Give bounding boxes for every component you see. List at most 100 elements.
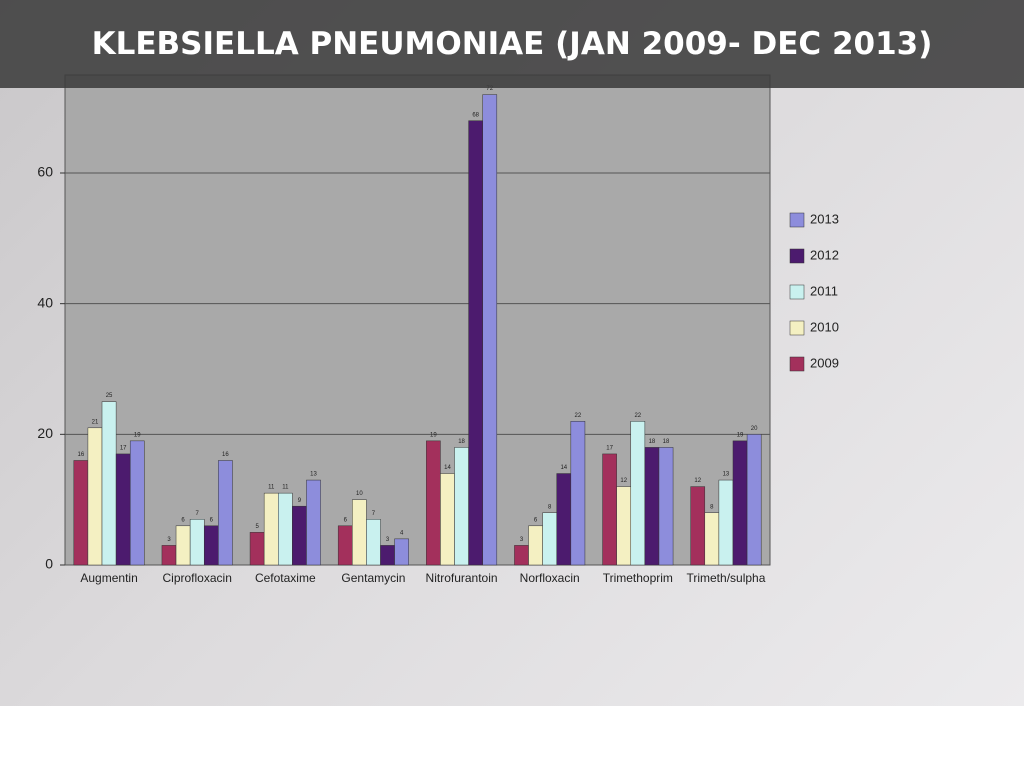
data-label: 18: [649, 439, 656, 445]
legend-label: 2013: [810, 211, 839, 226]
data-label: 6: [344, 517, 348, 523]
data-label: 5: [255, 524, 259, 530]
bar: [440, 473, 455, 566]
data-label: 17: [606, 446, 613, 452]
x-tick-label: Ciprofloxacin: [163, 571, 232, 585]
data-label: 3: [386, 537, 390, 543]
bar: [468, 120, 483, 566]
bar: [292, 505, 307, 566]
y-tick-label: 20: [37, 425, 53, 441]
bar: [482, 94, 498, 566]
data-label: 7: [196, 511, 200, 517]
legend-swatch: [789, 248, 805, 264]
bar: [189, 519, 205, 566]
bar: [746, 434, 762, 566]
bar: [115, 453, 131, 566]
bar: [528, 525, 543, 566]
bar: [337, 525, 353, 566]
chart: 0 20 40 60 Augmentin 16 21 25 17 19 Ciprofloxacin 3…: [37, 74, 839, 585]
x-tick-label: Trimethoprim: [603, 571, 673, 585]
data-label: 8: [710, 504, 714, 510]
bar: [101, 401, 117, 566]
y-tick-label: 40: [37, 294, 53, 310]
x-tick-label: Nitrofurantoin: [426, 571, 498, 585]
bar: [644, 447, 660, 566]
bar: [556, 473, 572, 566]
title-bar: [0, 0, 1024, 88]
bar: [366, 519, 381, 566]
data-label: 25: [106, 393, 113, 399]
bar: [454, 447, 469, 566]
data-label: 13: [310, 472, 317, 478]
data-label: 22: [634, 413, 641, 419]
data-label: 6: [210, 517, 214, 523]
legend-label: 2010: [810, 319, 839, 334]
data-label: 22: [575, 413, 582, 419]
x-tick-label: Gentamycin: [341, 571, 405, 585]
bar: [732, 440, 748, 566]
data-label: 14: [444, 465, 451, 471]
bar: [718, 479, 734, 566]
data-label: 6: [534, 517, 538, 523]
data-label: 20: [751, 426, 758, 432]
data-label: 19: [737, 432, 744, 438]
bar: [570, 421, 586, 566]
data-label: 16: [222, 452, 229, 458]
bar: [630, 421, 646, 566]
data-label: 17: [120, 446, 127, 452]
data-label: 72: [486, 86, 493, 92]
data-label: 11: [282, 485, 289, 491]
x-tick-label: Trimeth/sulpha: [686, 571, 765, 585]
bar: [263, 492, 279, 566]
bar: [73, 460, 89, 566]
bar: [690, 486, 706, 566]
bar: [249, 532, 265, 566]
bar: [306, 479, 321, 566]
bar: [278, 492, 293, 566]
data-label: 19: [430, 432, 437, 438]
bar: [394, 538, 409, 566]
data-label: 12: [620, 478, 627, 484]
data-label: 21: [92, 419, 99, 425]
data-label: 8: [548, 504, 552, 510]
data-label: 19: [134, 432, 141, 438]
legend-swatch: [789, 284, 805, 300]
x-tick-label: Cefotaxime: [255, 571, 316, 585]
x-tick-label: Norfloxacin: [520, 571, 580, 585]
bar: [542, 512, 557, 566]
data-label: 3: [167, 537, 171, 543]
x-tick-label: Augmentin: [80, 571, 137, 585]
data-label: 11: [268, 485, 275, 491]
data-label: 16: [78, 452, 85, 458]
bar: [175, 525, 191, 566]
data-label: 12: [694, 478, 701, 484]
bar: [203, 525, 219, 566]
legend-label: 2012: [810, 247, 839, 262]
bar: [218, 460, 233, 566]
legend-swatch: [789, 356, 805, 372]
bar: [87, 427, 103, 566]
bar: [352, 499, 367, 566]
data-label: 13: [723, 472, 730, 478]
legend-swatch: [789, 212, 805, 228]
data-label: 6: [181, 517, 185, 523]
data-label: 10: [356, 491, 363, 497]
data-label: 14: [560, 465, 567, 471]
legend-label: 2011: [810, 283, 838, 298]
legend-label: 2009: [810, 355, 839, 370]
bar: [616, 486, 632, 566]
legend-swatch: [789, 320, 805, 336]
bar: [602, 453, 617, 566]
bar: [514, 545, 529, 566]
data-label: 18: [458, 439, 465, 445]
bar: [129, 440, 145, 566]
y-tick-label: 60: [37, 164, 53, 180]
bar: [704, 512, 720, 566]
data-label: 7: [372, 511, 376, 517]
bar: [658, 447, 674, 566]
data-label: 68: [472, 112, 479, 118]
data-label: 9: [298, 498, 302, 504]
bar: [380, 545, 395, 566]
bar: [426, 440, 441, 566]
